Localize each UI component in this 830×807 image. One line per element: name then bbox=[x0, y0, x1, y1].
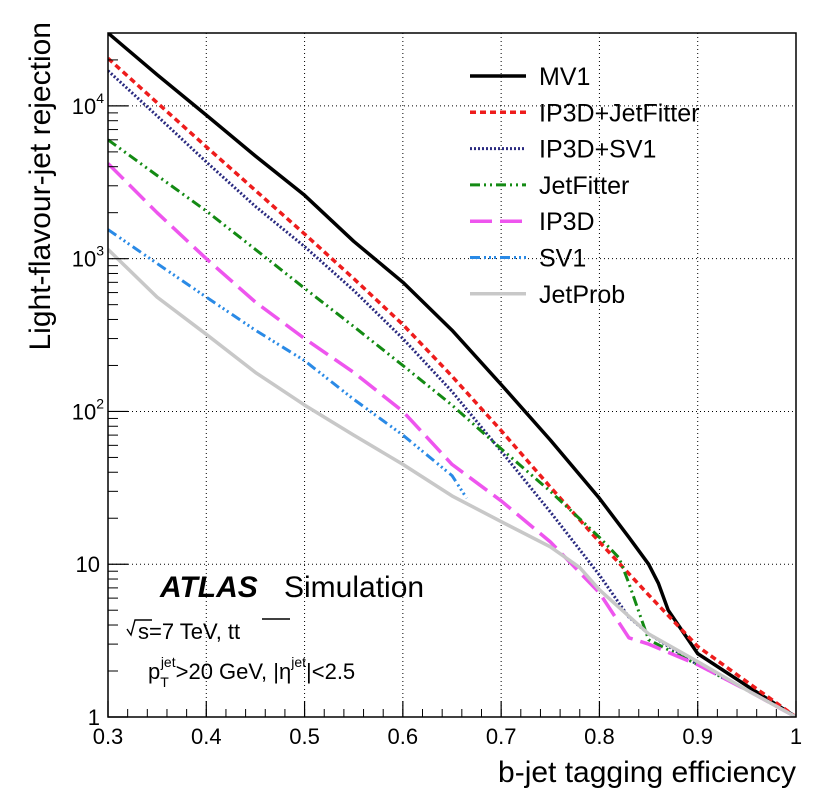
legend-label: IP3D bbox=[539, 208, 595, 236]
legend: MV1 IP3D+JetFitter IP3D+SV1 JetFitter IP3D SV… bbox=[470, 63, 699, 309]
x-tick-label: 0.7 bbox=[486, 724, 517, 749]
x-tick-labels: 0.3 0.4 0.5 0.6 0.7 0.8 0.9 1 bbox=[93, 724, 802, 749]
x-axis-title: b-jet tagging efficiency bbox=[498, 756, 796, 789]
cut-label: pTjet>20 GeV, |ηjet|<2.5 bbox=[148, 654, 355, 690]
x-tick-label: 0.5 bbox=[289, 724, 320, 749]
x-tick-label: 0.3 bbox=[93, 724, 124, 749]
legend-label: SV1 bbox=[539, 245, 586, 273]
series-line-sv1 bbox=[108, 228, 468, 500]
energy-rest: =7 TeV, tt bbox=[149, 619, 240, 644]
energy-label: s=7 TeV, tt bbox=[126, 618, 290, 644]
grid bbox=[108, 33, 796, 717]
energy-root: s bbox=[138, 619, 149, 644]
series-line-ip3d-jetfitter bbox=[108, 57, 796, 717]
series-line-ip3d bbox=[108, 162, 796, 717]
legend-label: JetProb bbox=[539, 281, 625, 309]
x-tick-label: 0.9 bbox=[682, 724, 713, 749]
plot-frame bbox=[107, 32, 797, 718]
legend-label: JetFitter bbox=[539, 172, 629, 200]
y-tick-base: 10 bbox=[72, 247, 96, 272]
series-layer bbox=[108, 33, 796, 717]
y-tick-label: 1 bbox=[88, 705, 100, 730]
series-line-mv1 bbox=[108, 33, 796, 717]
cut-sup: jet bbox=[160, 654, 176, 670]
legend-label: IP3D+SV1 bbox=[539, 136, 656, 164]
legend-label: MV1 bbox=[539, 63, 590, 91]
series-line-jetprob bbox=[108, 248, 796, 717]
x-tick-label: 1 bbox=[790, 724, 802, 749]
legend-label: IP3D+JetFitter bbox=[539, 99, 699, 127]
sqrt-symbol bbox=[126, 619, 152, 637]
atlas-experiment-label: ATLAS bbox=[159, 571, 258, 604]
cut-sup2: jet bbox=[290, 654, 306, 670]
y-tick-base: 10 bbox=[72, 399, 96, 424]
y-axis-title: Light-flavour-jet rejection bbox=[24, 22, 57, 351]
x-tick-label: 0.6 bbox=[388, 724, 419, 749]
x-tick-label: 0.4 bbox=[191, 724, 222, 749]
y-tick-base: 10 bbox=[72, 94, 96, 119]
cut-end: |<2.5 bbox=[306, 659, 355, 684]
cut-sub: T bbox=[160, 674, 169, 690]
y-tick-label: 10 bbox=[76, 552, 100, 577]
energy-text: s=7 TeV, tt bbox=[138, 619, 240, 644]
y-tick-label: 104 bbox=[72, 90, 104, 119]
cut-mid: >20 GeV, |η bbox=[176, 659, 292, 684]
y-tick-label: 102 bbox=[72, 395, 104, 424]
cut-p: p bbox=[148, 659, 160, 684]
atlas-label: ATLAS Simulation bbox=[159, 571, 424, 604]
y-tick-exponent: 2 bbox=[96, 395, 104, 411]
x-tick-label: 0.8 bbox=[584, 724, 615, 749]
y-tick-exponent: 3 bbox=[96, 243, 104, 259]
series-line-jetfitter bbox=[108, 138, 796, 717]
y-tick-exponent: 4 bbox=[96, 90, 104, 106]
y-tick-label: 103 bbox=[72, 243, 104, 272]
ticks bbox=[107, 32, 797, 718]
simulation-label: Simulation bbox=[284, 571, 424, 604]
